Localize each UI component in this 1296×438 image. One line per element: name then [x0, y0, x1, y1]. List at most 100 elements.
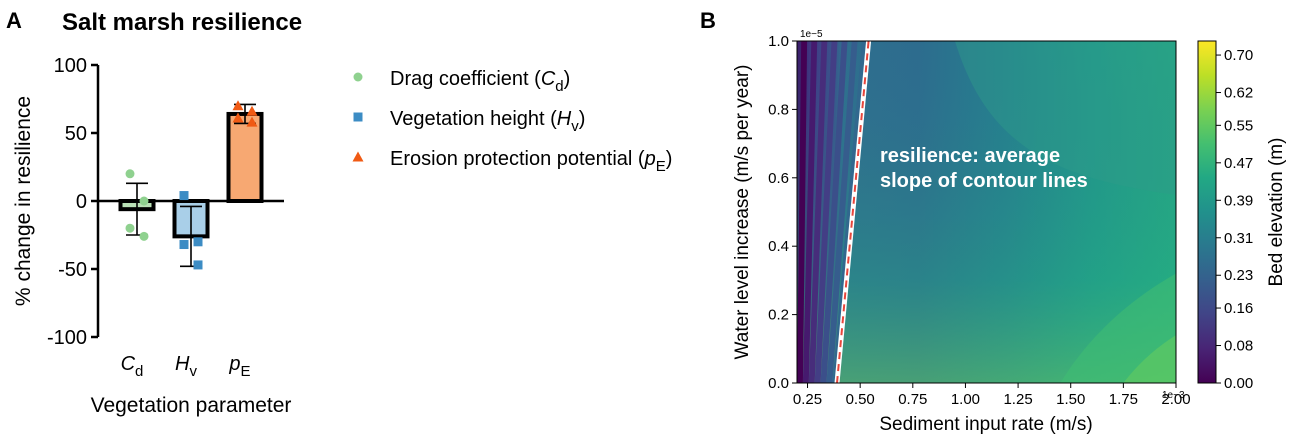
chart-b-annotation-line2: slope of contour lines	[880, 170, 1088, 192]
chart-b-contour-region	[1060, 273, 1176, 383]
chart-b-contour-band	[826, 41, 858, 383]
chart-a-bars	[118, 103, 264, 268]
chart-a-legend-close: )	[579, 108, 586, 130]
chart-b-colorbar-tick-label: 0.16	[1224, 300, 1253, 317]
chart-a-ytick-label: -50	[58, 259, 87, 281]
chart-a-data-point	[232, 112, 244, 123]
chart-a-category-label-symbol: H	[175, 353, 190, 375]
chart-b-ytick-label: 0.6	[768, 170, 789, 187]
chart-a-xlabel: Vegetation parameter	[91, 394, 292, 417]
chart-a-legend-label: Vegetation height (Hv)	[390, 108, 585, 135]
chart-b-ytick-label: 0.4	[768, 238, 789, 255]
chart-a-legend-close: )	[666, 148, 673, 170]
chart-b-resilience-line	[836, 41, 870, 383]
chart-b-xtick-label: 2.00	[1161, 391, 1190, 408]
chart-a-legend-marker	[353, 112, 363, 122]
chart-a-data-point	[193, 260, 203, 270]
chart-b-xtick-label: 1.00	[951, 391, 980, 408]
chart-a-points	[125, 100, 258, 270]
chart-a-legend: Drag coefficient (Cd)Vegetation height (…	[352, 68, 672, 175]
chart-b-ylabel: Water level increase (m/s per year)	[732, 65, 753, 360]
chart-a-category-label: pE	[228, 353, 250, 380]
chart-a-data-point	[179, 191, 189, 201]
chart-a-legend-label: Erosion protection potential (pE)	[390, 148, 672, 175]
chart-a-category-label-subscript: E	[241, 363, 251, 380]
chart-a-data-point	[232, 100, 244, 111]
chart-a-legend-marker	[353, 72, 363, 82]
chart-a-data-point	[179, 240, 189, 250]
chart-a-category-label-subscript: v	[189, 363, 197, 380]
chart-a-ytick-label: 100	[54, 55, 87, 77]
chart-b-axes: 0.25 0.50 0.75 1.00 1.25 1.50 1.75 2.00 0.0 0.2 0.…	[768, 33, 1190, 408]
chart-b-colorbar-tick-label: 0.23	[1224, 267, 1253, 284]
chart-b-colorbar-tick-label: 0.31	[1224, 230, 1253, 247]
chart-b-ytick-label: 0.2	[768, 307, 789, 324]
chart-b-contour-band	[808, 41, 828, 383]
chart-a-ytick-label: 50	[65, 123, 87, 145]
chart-a-data-point	[125, 169, 135, 179]
chart-a-legend-subscript: v	[571, 118, 579, 135]
chart-b-colorbar: 0.00 0.08 0.16 0.23 0.31 0.39 0.47 0.55 0.62 0.70	[1197, 40, 1253, 392]
chart-b-xtick-label: 0.50	[846, 391, 875, 408]
chart-a-legend-subscript: d	[555, 78, 563, 95]
chart-b-colorbar-ramp	[1197, 40, 1217, 384]
chart-a-data-point	[125, 223, 135, 233]
chart-b-colorbar-tick-label: 0.00	[1224, 375, 1253, 392]
chart-a-data-point	[139, 231, 149, 241]
chart-a-legend-text: Vegetation height (	[390, 108, 557, 130]
chart-b-heatmap	[797, 41, 1176, 383]
chart-b-y-multiplier: 1e−5	[800, 29, 823, 40]
chart-b-colorbar-tick-label: 0.62	[1224, 85, 1253, 102]
chart-a-legend-text: Drag coefficient (	[390, 68, 541, 90]
chart-a-ytick-label: -100	[47, 327, 87, 349]
chart-b-frame	[796, 40, 1177, 384]
chart-a-title: Salt marsh resilience	[62, 9, 302, 36]
chart-b-ytick-label: 1.0	[768, 33, 789, 50]
chart-b-xtick-label: 0.25	[793, 391, 822, 408]
chart-a-data-point	[193, 237, 203, 247]
chart-b-colorbar-tick-label: 0.08	[1224, 338, 1253, 355]
panel-b-letter: B	[700, 8, 716, 33]
chart-b-contour-band	[802, 41, 818, 383]
chart-b-ytick-label: 0.8	[768, 101, 789, 118]
chart-a-data-point	[246, 116, 258, 127]
chart-b-contour-band	[797, 41, 808, 383]
chart-b-xtick-label: 1.25	[1003, 391, 1032, 408]
chart-a-legend-symbol: p	[644, 148, 656, 170]
chart-a-bar	[226, 111, 264, 203]
chart-b-contour-band	[820, 41, 848, 383]
chart-a-category-label-symbol: p	[228, 353, 240, 375]
chart-b-contour-region	[1123, 335, 1176, 383]
chart-a-category-label: Cd	[121, 353, 144, 380]
chart-a-data-point	[139, 196, 149, 206]
chart-b-xlabel: Sediment input rate (m/s)	[879, 414, 1092, 435]
chart-a-ylabel: % change in resilience	[12, 96, 35, 306]
chart-b-x-multiplier: 1e−3	[1162, 390, 1185, 401]
chart-b-colorbar-label: Bed elevation (m)	[1266, 138, 1287, 287]
chart-a-category-label-subscript: d	[135, 363, 143, 380]
chart-b-xtick-label: 0.75	[898, 391, 927, 408]
chart-b-colorbar-tick-label: 0.70	[1224, 47, 1253, 64]
chart-a-legend-text: Erosion protection potential (	[390, 148, 645, 170]
chart-b-ytick-label: 0.0	[768, 375, 789, 392]
chart-b-contour-region	[954, 41, 1176, 195]
chart-b-colorbar-tick-label: 0.55	[1224, 117, 1253, 134]
chart-a-legend-symbol: H	[557, 108, 572, 130]
chart-b-xtick-label: 1.50	[1056, 391, 1085, 408]
chart-b-colorbar-tick-label: 0.39	[1224, 192, 1253, 209]
chart-a-legend-close: )	[564, 68, 571, 90]
chart-a-legend-subscript: E	[656, 158, 666, 175]
chart-b-contour-band	[814, 41, 838, 383]
chart-a-legend-marker	[352, 151, 364, 162]
chart-a-category-label: Hv	[175, 353, 197, 380]
chart-a-legend-symbol: C	[541, 68, 556, 90]
chart-a-ytick-label: 0	[76, 191, 87, 213]
chart-a-category-label-symbol: C	[121, 353, 136, 375]
chart-a-data-point	[246, 105, 258, 116]
chart-b-xtick-label: 1.75	[1109, 391, 1138, 408]
panel-a-letter: A	[6, 8, 22, 33]
chart-b-colorbar-tick-label: 0.47	[1224, 155, 1253, 172]
chart-b-annotation-line1: resilience: average	[880, 145, 1060, 167]
chart-a-legend-label: Drag coefficient (Cd)	[390, 68, 570, 95]
